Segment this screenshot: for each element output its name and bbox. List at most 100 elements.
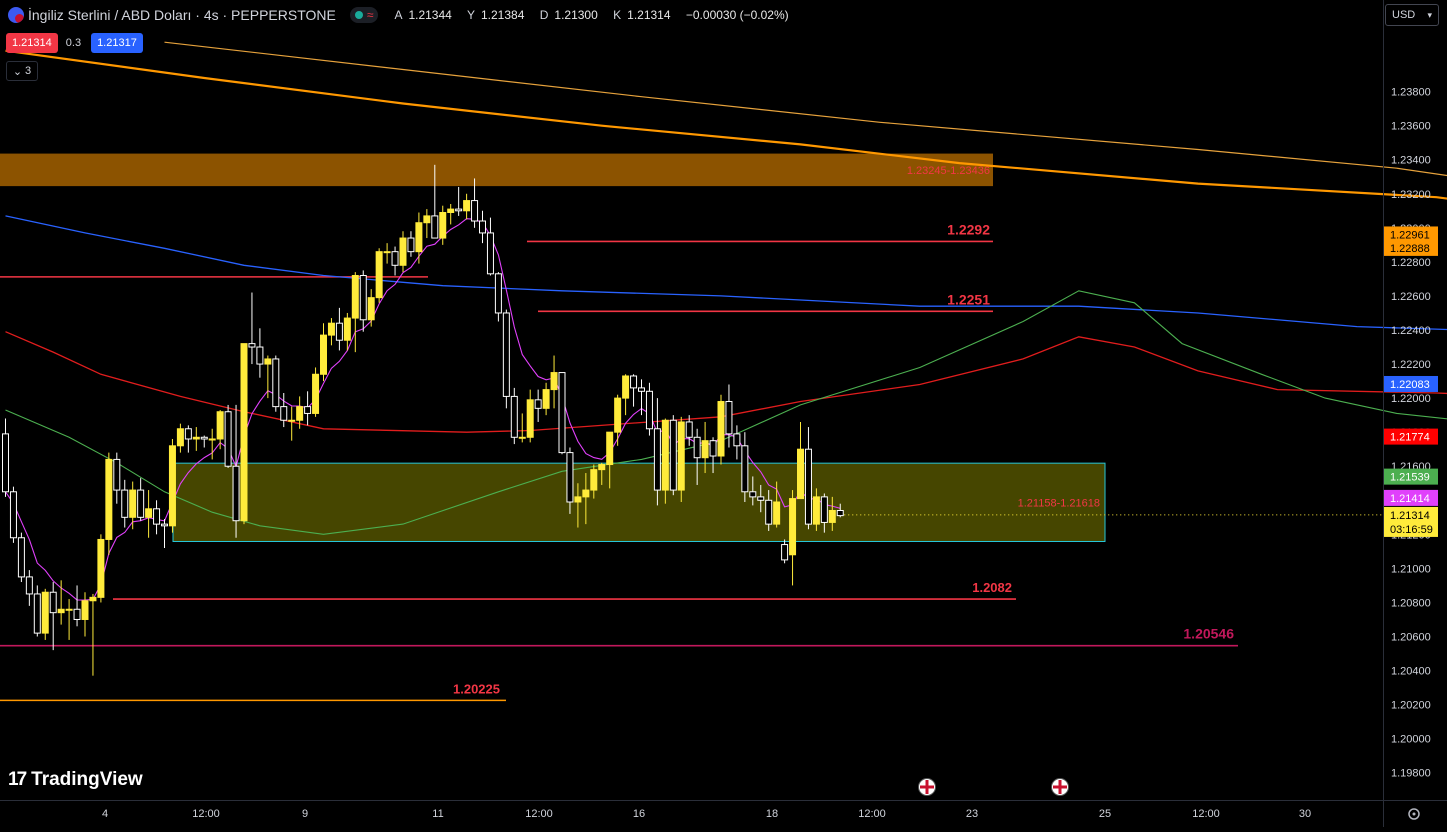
- time-tick-label: 11: [432, 808, 443, 820]
- candle-body: [225, 412, 231, 466]
- candle: [368, 289, 374, 326]
- close-key: K: [613, 8, 621, 22]
- candle-body: [10, 492, 16, 538]
- price-badge: 1.22888: [1384, 240, 1438, 256]
- candle-body: [782, 545, 788, 560]
- candle-body: [122, 490, 128, 517]
- price-tick-label: 1.22200: [1391, 359, 1431, 371]
- candle: [480, 211, 486, 243]
- candle: [209, 429, 215, 460]
- candle-body: [146, 509, 152, 518]
- price-tick-label: 1.23600: [1391, 121, 1431, 133]
- candle-body: [18, 538, 24, 577]
- candle-body: [456, 209, 462, 211]
- candle-body: [82, 601, 88, 620]
- time-tick-label: 16: [633, 808, 645, 820]
- candle-body: [710, 441, 716, 456]
- candle-body: [74, 609, 80, 619]
- time-tick-label: 9: [302, 808, 308, 820]
- time-tick-label: 18: [766, 808, 778, 820]
- candle: [10, 487, 16, 543]
- candle-body: [591, 470, 597, 490]
- gb-event-flag-icon: [1052, 779, 1069, 796]
- countdown-label: 03:16:59: [1390, 524, 1433, 536]
- candle: [631, 374, 637, 406]
- candle: [130, 482, 136, 530]
- price-badge-label: 1.22083: [1390, 379, 1430, 391]
- candle: [82, 592, 88, 636]
- level-1-2292-label: 1.2292: [947, 221, 990, 237]
- buy-button[interactable]: 1.21317: [91, 33, 143, 53]
- candle: [336, 308, 342, 351]
- brand-logo[interactable]: 17 TradingView: [8, 769, 143, 791]
- last-price-badge-label: 1.21314: [1390, 510, 1430, 522]
- candle-body: [249, 344, 255, 347]
- ema-orange-line: [6, 51, 1447, 240]
- candle-body: [400, 238, 406, 265]
- price-tick-label: 1.23200: [1391, 189, 1431, 201]
- price-tick-label: 1.23800: [1391, 87, 1431, 99]
- candle: [177, 424, 183, 453]
- candle-body: [519, 437, 525, 438]
- candle-body: [416, 223, 422, 252]
- candle: [519, 413, 525, 442]
- candle-body: [567, 453, 573, 502]
- candle-body: [90, 597, 96, 600]
- candle: [154, 500, 160, 534]
- candle-body: [384, 252, 390, 253]
- candle: [233, 405, 239, 538]
- candle-body: [424, 216, 430, 223]
- candle: [456, 187, 462, 216]
- candle: [74, 585, 80, 626]
- price-tick-label: 1.23400: [1391, 155, 1431, 167]
- candle-body: [392, 252, 398, 266]
- candle: [162, 519, 168, 548]
- trade-quote-bar: 1.21314 0.3 1.21317: [6, 32, 143, 53]
- candle-body: [305, 407, 311, 414]
- candle-body: [233, 466, 239, 520]
- candle: [646, 383, 652, 436]
- candle-body: [265, 359, 271, 364]
- candle-body: [718, 402, 724, 456]
- gbp-usd-flag-icon: [8, 7, 24, 23]
- event-flag-cross-v: [1059, 780, 1062, 794]
- resistance-zone-label: 1.23245-1.23436: [907, 165, 990, 177]
- candle: [257, 328, 263, 377]
- currency-select[interactable]: USD ▾: [1385, 4, 1439, 26]
- sell-button[interactable]: 1.21314: [6, 33, 58, 53]
- candle-body: [639, 388, 645, 391]
- candle-body: [821, 497, 827, 523]
- candle-body: [448, 209, 454, 212]
- market-status-indicator[interactable]: ≈: [350, 7, 379, 23]
- candle-body: [177, 429, 183, 446]
- price-tick-label: 1.22600: [1391, 291, 1431, 303]
- candle: [50, 582, 56, 650]
- candle-body: [503, 313, 509, 396]
- candle: [3, 419, 9, 497]
- candle-body: [511, 396, 517, 437]
- time-tick-label: 12:00: [525, 808, 553, 820]
- candle-body: [26, 577, 32, 594]
- spread-value: 0.3: [66, 37, 81, 49]
- candle: [193, 427, 199, 451]
- candle-body: [702, 441, 708, 458]
- open-key: A: [394, 8, 402, 22]
- candle: [289, 407, 295, 441]
- candle-body: [734, 434, 740, 446]
- price-tick-label: 1.20800: [1391, 597, 1431, 609]
- candle: [138, 478, 144, 521]
- candle: [352, 272, 358, 352]
- candle: [114, 453, 120, 504]
- candle: [495, 272, 501, 321]
- candle: [273, 356, 279, 412]
- candle-body: [360, 276, 366, 320]
- candle-body: [138, 490, 144, 517]
- candle: [503, 310, 509, 409]
- tradingview-logo-icon: 17: [8, 769, 25, 791]
- price-badge-label: 1.21774: [1390, 432, 1430, 444]
- indicators-toggle-button[interactable]: ⌄ 3: [6, 61, 38, 81]
- symbol-title[interactable]: İngiliz Sterlini / ABD Doları · 4s · PEP…: [28, 7, 336, 23]
- candle-body: [185, 429, 191, 439]
